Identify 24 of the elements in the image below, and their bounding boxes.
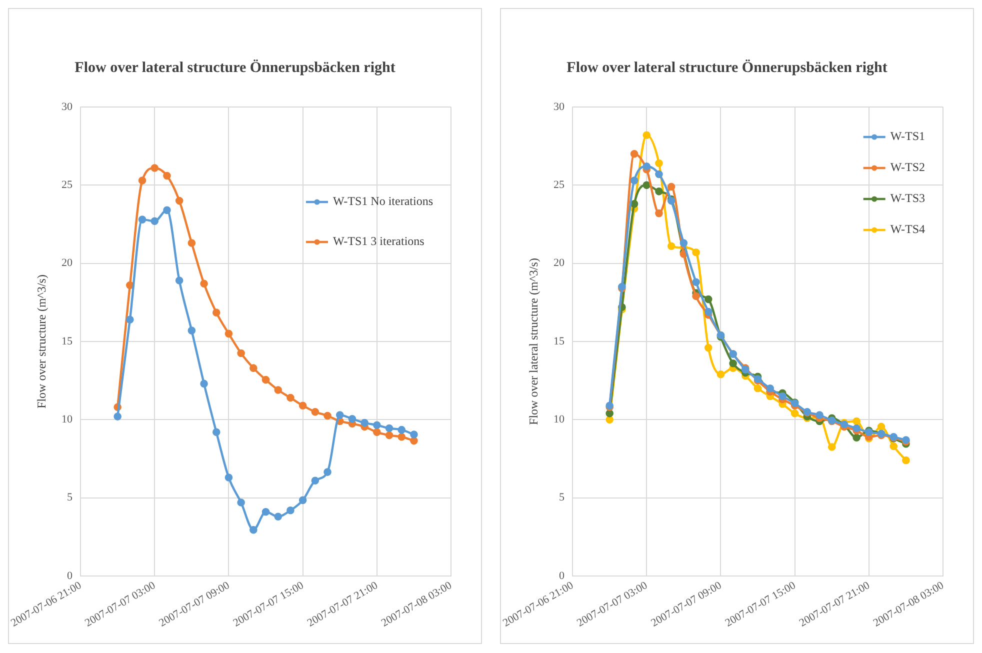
legend-label: W-TS4 [890, 222, 926, 236]
y-tick-label: 30 [62, 100, 74, 113]
y-tick-label: 15 [554, 335, 566, 348]
y-tick-label: 5 [67, 492, 74, 504]
y-tick-label: 5 [559, 492, 566, 504]
legend-label: W-TS1 No iterations [333, 194, 434, 208]
y-tick-label: 15 [62, 335, 74, 348]
y-tick-label: 0 [67, 570, 74, 582]
y-tick-label: 20 [62, 257, 74, 270]
y-tick-label: 20 [554, 257, 566, 270]
y-tick-label: 25 [62, 179, 74, 192]
y-tick-label: 25 [554, 179, 566, 192]
y-tick-label: 0 [559, 570, 566, 582]
y-tick-label: 10 [62, 414, 74, 426]
y-axis-title: Flow over structure (m^3/s) [34, 274, 48, 408]
legend-label: W-TS2 [890, 160, 926, 174]
legend-label: W-TS1 [890, 129, 926, 144]
legend-label: W-TS1 3 iterations [333, 234, 425, 248]
y-tick-label: 10 [554, 414, 566, 426]
chart-title: Flow over lateral structure Önnerupsbäcken right [566, 58, 888, 76]
legend-label: W-TS3 [890, 191, 926, 206]
y-tick-label: 30 [554, 100, 566, 113]
y-axis-title: Flow over lateral structure (m^3/s) [526, 258, 540, 425]
chart-title: Flow over lateral structure Önnerupsbäcken right [74, 58, 396, 76]
